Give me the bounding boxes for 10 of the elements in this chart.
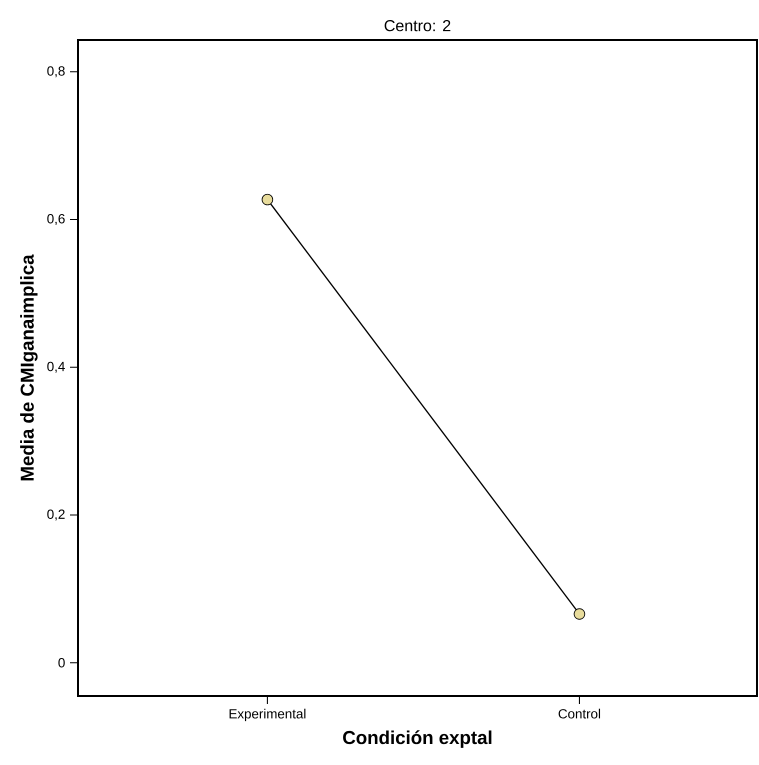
y-axis-title: Media de CMIganaimplica — [20, 254, 38, 480]
x-tick-label: Experimental — [230, 708, 306, 722]
y-tick-label: 0 — [58, 658, 65, 668]
y-tick-label: 0,4 — [47, 362, 65, 373]
y-tick-label: 0,8 — [47, 66, 65, 78]
x-axis-title: Condición exptal — [343, 730, 492, 748]
y-tick-label: 0,2 — [47, 510, 65, 521]
chart-title: Centro: 2 — [384, 20, 450, 32]
y-tick-label: 0,6 — [47, 214, 65, 226]
x-tick-label: Control — [558, 708, 600, 718]
